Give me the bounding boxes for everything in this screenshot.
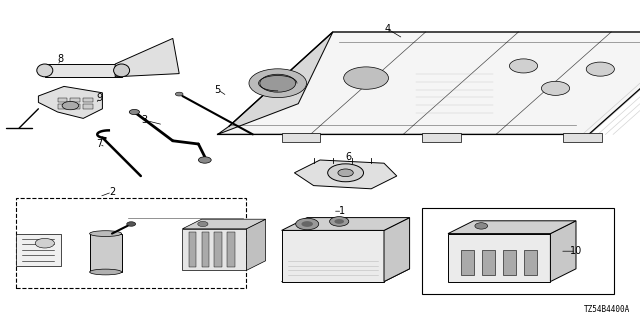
Circle shape bbox=[338, 169, 353, 177]
Polygon shape bbox=[448, 221, 576, 234]
Bar bbox=[422, 133, 461, 142]
Polygon shape bbox=[182, 219, 266, 229]
Polygon shape bbox=[115, 38, 179, 77]
Text: 2: 2 bbox=[109, 187, 115, 197]
Ellipse shape bbox=[37, 64, 53, 77]
Bar bbox=[58, 104, 67, 109]
Polygon shape bbox=[38, 86, 102, 118]
Circle shape bbox=[62, 101, 79, 110]
Polygon shape bbox=[384, 218, 410, 282]
Circle shape bbox=[260, 74, 296, 92]
Bar bbox=[45, 64, 122, 77]
Bar bbox=[16, 198, 246, 288]
Bar bbox=[83, 98, 93, 102]
Text: TZ54B4400A: TZ54B4400A bbox=[584, 305, 630, 314]
Circle shape bbox=[175, 92, 183, 96]
Circle shape bbox=[127, 222, 136, 226]
Text: 10: 10 bbox=[570, 246, 582, 256]
Text: 6: 6 bbox=[346, 152, 352, 162]
Polygon shape bbox=[282, 230, 384, 282]
Bar bbox=[202, 232, 209, 267]
Text: 8: 8 bbox=[58, 54, 64, 64]
Circle shape bbox=[586, 62, 614, 76]
Ellipse shape bbox=[90, 269, 122, 275]
Circle shape bbox=[328, 164, 364, 182]
Polygon shape bbox=[282, 218, 410, 230]
Bar bbox=[189, 232, 196, 267]
Circle shape bbox=[344, 67, 388, 89]
Polygon shape bbox=[246, 219, 266, 270]
Bar bbox=[524, 250, 537, 275]
Bar bbox=[227, 232, 235, 267]
Bar bbox=[16, 234, 61, 266]
Ellipse shape bbox=[90, 231, 122, 236]
Bar bbox=[70, 98, 80, 102]
Bar bbox=[563, 133, 602, 142]
Bar bbox=[503, 250, 516, 275]
Bar bbox=[482, 250, 495, 275]
Text: 9: 9 bbox=[96, 92, 102, 103]
Circle shape bbox=[335, 219, 344, 224]
Polygon shape bbox=[550, 221, 576, 282]
Circle shape bbox=[541, 81, 570, 95]
Circle shape bbox=[330, 217, 349, 226]
Ellipse shape bbox=[114, 64, 129, 77]
Circle shape bbox=[129, 109, 140, 115]
Text: 7: 7 bbox=[96, 139, 102, 149]
Polygon shape bbox=[182, 229, 246, 270]
Circle shape bbox=[301, 221, 313, 227]
Bar bbox=[282, 133, 320, 142]
Circle shape bbox=[35, 238, 54, 248]
Bar bbox=[214, 232, 222, 267]
Bar bbox=[90, 234, 122, 272]
Bar bbox=[58, 98, 67, 102]
Polygon shape bbox=[282, 269, 410, 282]
Circle shape bbox=[475, 223, 488, 229]
Circle shape bbox=[198, 157, 211, 163]
Polygon shape bbox=[448, 234, 550, 282]
Circle shape bbox=[509, 59, 538, 73]
Polygon shape bbox=[218, 32, 640, 134]
Circle shape bbox=[296, 218, 319, 230]
Circle shape bbox=[198, 221, 208, 227]
Text: 5: 5 bbox=[214, 84, 221, 95]
Bar bbox=[83, 104, 93, 109]
Polygon shape bbox=[294, 160, 397, 189]
Text: 4: 4 bbox=[384, 24, 390, 34]
Bar bbox=[70, 104, 80, 109]
Bar bbox=[422, 208, 614, 294]
Bar bbox=[461, 250, 474, 275]
Text: 3: 3 bbox=[141, 115, 147, 125]
Text: 1: 1 bbox=[339, 206, 346, 216]
Circle shape bbox=[249, 69, 307, 98]
Polygon shape bbox=[218, 32, 333, 134]
